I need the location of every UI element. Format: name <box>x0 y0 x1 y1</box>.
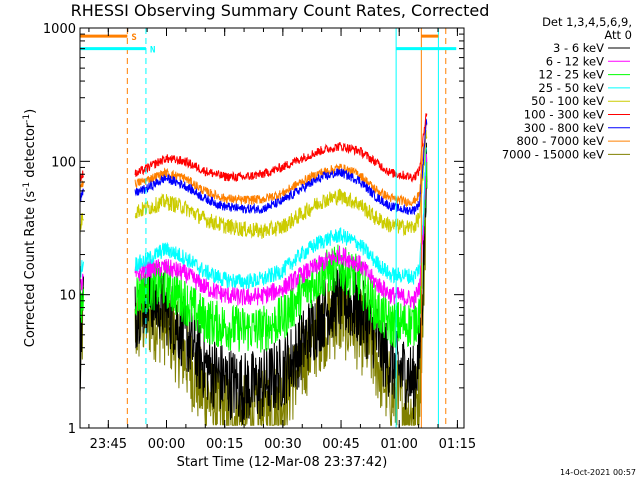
series-line <box>80 260 84 279</box>
series-line <box>80 276 84 392</box>
series-line <box>134 172 428 426</box>
y-tick-label: 100 <box>51 155 76 170</box>
flag-label: S <box>131 33 136 43</box>
y-tick-label: 10 <box>59 289 76 304</box>
timestamp: 14-Oct-2021 00:57 <box>560 468 636 477</box>
flag-label: N <box>150 46 155 56</box>
series-line <box>134 147 428 290</box>
legend-entry: 800 - 7000 keV <box>516 134 604 148</box>
x-axis-label: Start Time (12-Mar-08 23:37:42) <box>177 455 388 470</box>
x-tick-label: 00:15 <box>206 437 243 452</box>
series-line <box>134 153 428 310</box>
series-line <box>80 180 84 191</box>
legend-header: Att 0 <box>604 28 632 42</box>
series-line <box>134 118 428 216</box>
legend-entry: 6 - 12 keV <box>546 54 604 68</box>
x-tick-label: 23:45 <box>90 437 127 452</box>
legend-entry: 25 - 50 keV <box>538 81 604 95</box>
x-tick-label: 00:00 <box>148 437 185 452</box>
chart-title: RHESSI Observing Summary Count Rates, Co… <box>71 1 490 20</box>
series-line <box>134 113 428 183</box>
legend-entry: 50 - 100 keV <box>531 94 604 108</box>
series-line <box>80 213 84 236</box>
series-line <box>134 154 428 353</box>
x-tick-label: 00:45 <box>322 437 359 452</box>
x-tick-label: 01:15 <box>439 437 476 452</box>
y-tick-label: 1 <box>68 422 76 437</box>
series-line <box>80 273 84 291</box>
series-line <box>80 170 84 182</box>
series-line <box>80 188 84 204</box>
legend-entry: 12 - 25 keV <box>538 68 604 82</box>
x-tick-label: 01:00 <box>380 437 417 452</box>
legend-entry: 100 - 300 keV <box>524 108 604 122</box>
plot-frame <box>79 27 465 429</box>
series-line <box>134 129 428 239</box>
series-line <box>80 288 84 323</box>
x-tick-label: 00:30 <box>264 437 301 452</box>
legend-entry: 7000 - 15000 keV <box>502 147 604 161</box>
legend-header: Det 1,3,4,5,6,9, <box>542 15 632 29</box>
legend-entry: 3 - 6 keV <box>553 41 604 55</box>
y-tick-label: 1000 <box>43 22 76 37</box>
y-axis-label: Corrected Count Rate (s-1 detector-1) <box>22 109 38 347</box>
series-line <box>134 122 428 208</box>
legend-entry: 300 - 800 keV <box>524 121 604 135</box>
